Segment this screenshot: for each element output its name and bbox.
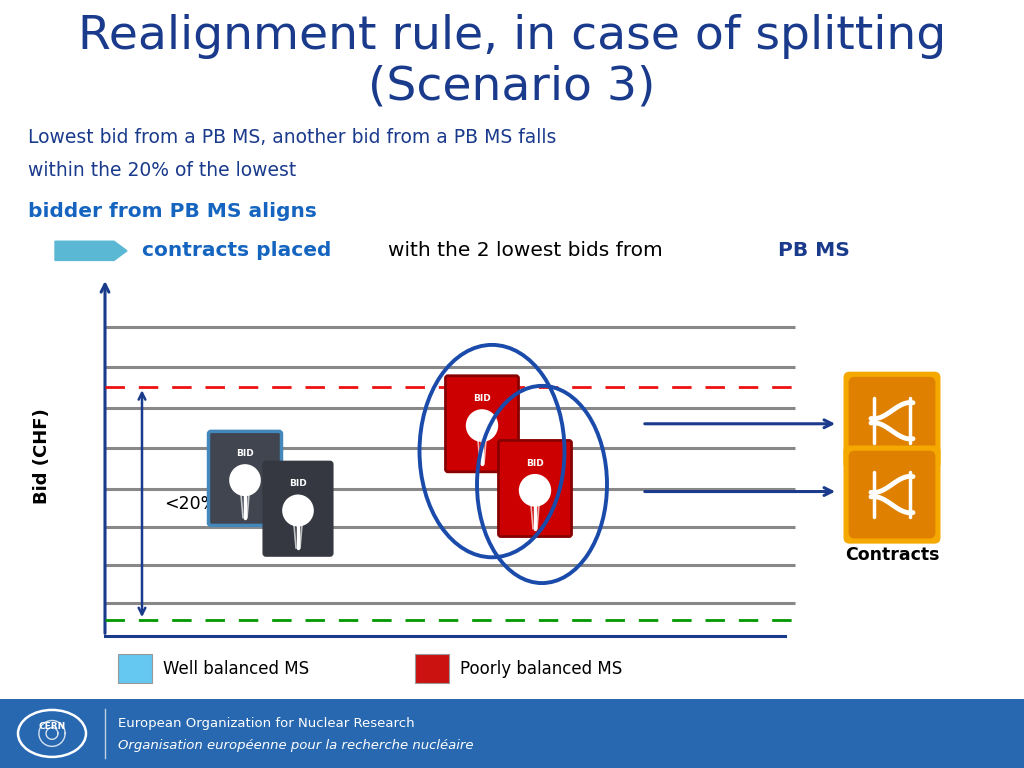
Circle shape [466, 409, 499, 442]
FancyBboxPatch shape [445, 376, 518, 472]
FancyBboxPatch shape [263, 462, 333, 556]
Text: BID: BID [473, 394, 490, 402]
Text: <20%: <20% [164, 495, 217, 513]
Text: European Organization for Nuclear Research: European Organization for Nuclear Resear… [118, 717, 415, 730]
Text: bidder from PB MS aligns: bidder from PB MS aligns [28, 202, 316, 221]
Text: BID: BID [237, 449, 254, 458]
FancyArrow shape [55, 241, 127, 260]
FancyBboxPatch shape [849, 377, 935, 465]
Text: Well balanced MS: Well balanced MS [163, 660, 309, 677]
Text: Organisation européenne pour la recherche nucléaire: Organisation européenne pour la recherch… [118, 740, 473, 753]
Circle shape [229, 464, 261, 496]
Text: (Scenario 3): (Scenario 3) [369, 65, 655, 110]
Text: BID: BID [526, 458, 544, 468]
Text: with the 2 lowest bids from: with the 2 lowest bids from [388, 241, 663, 260]
Text: BID: BID [289, 479, 307, 488]
Text: Poorly balanced MS: Poorly balanced MS [460, 660, 623, 677]
Circle shape [519, 474, 551, 507]
Text: Lowest bid from a PB MS, another bid from a PB MS falls: Lowest bid from a PB MS, another bid fro… [28, 128, 556, 147]
Text: Realignment rule, in case of splitting: Realignment rule, in case of splitting [78, 14, 946, 59]
FancyBboxPatch shape [849, 451, 935, 538]
Text: contracts placed: contracts placed [142, 241, 332, 260]
FancyBboxPatch shape [844, 445, 940, 544]
FancyBboxPatch shape [209, 432, 282, 525]
Text: CERN: CERN [38, 722, 66, 731]
FancyBboxPatch shape [844, 372, 940, 470]
Text: Bid (CHF): Bid (CHF) [33, 409, 51, 504]
FancyBboxPatch shape [499, 441, 571, 537]
Text: PB MS: PB MS [778, 241, 850, 260]
FancyBboxPatch shape [118, 654, 152, 683]
FancyBboxPatch shape [415, 654, 449, 683]
Text: within the 20% of the lowest: within the 20% of the lowest [28, 161, 296, 180]
Circle shape [283, 495, 313, 527]
Text: Contracts: Contracts [845, 546, 939, 564]
